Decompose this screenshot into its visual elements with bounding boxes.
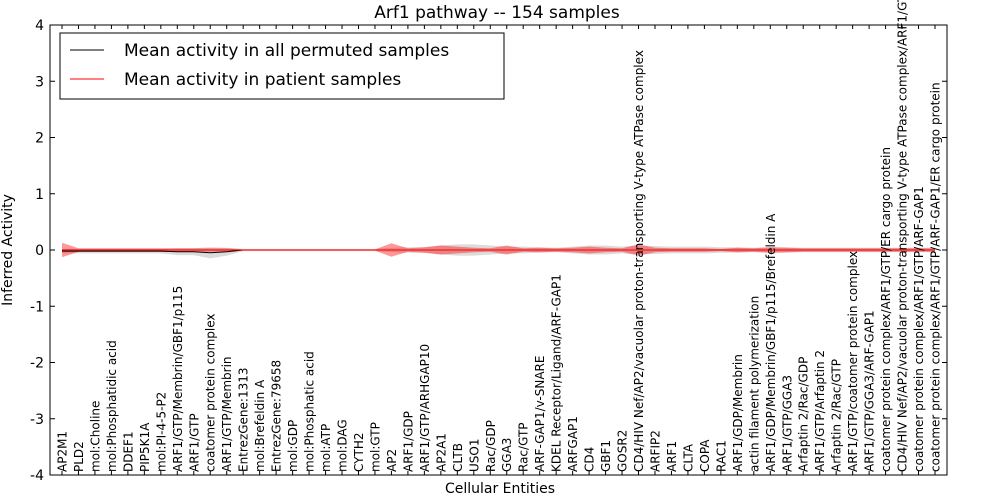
x-tick-label: Rac/GTP — [517, 422, 531, 472]
x-tick-label: GOSR2 — [616, 430, 630, 472]
legend-label-permuted: Mean activity in all permuted samples — [124, 41, 449, 61]
x-tick-label: CLTA — [681, 443, 695, 472]
x-tick-label: mol:Phosphatic acid — [303, 351, 317, 472]
x-tick-label: coatomer protein complex/ARF1/GTP/ARF-GA… — [929, 82, 943, 472]
series-lines — [62, 249, 935, 254]
x-tick-label: coatomer protein complex/ARF1/GTP/ARF-GA… — [912, 186, 926, 472]
x-tick-label: EntrezGene:79658 — [270, 360, 284, 472]
x-tick-label: ARF1/GTP/ARHGAP10 — [418, 344, 432, 472]
x-tick-label: mol:GTP — [368, 422, 382, 472]
x-tick-label: GBF1 — [599, 440, 613, 472]
x-tick-label: Arfaptin 2/Rac/GDP — [797, 357, 811, 472]
x-tick-label: Arfaptin 2/Rac/GTP — [830, 359, 844, 472]
x-tick-label: ARFIP2 — [648, 430, 662, 472]
y-tick-label: -4 — [30, 468, 44, 484]
x-tick-label: GGA3 — [500, 438, 514, 472]
x-tick-label: RAC1 — [714, 440, 728, 472]
y-tick-label: 0 — [35, 243, 44, 259]
legend-box — [59, 32, 505, 100]
x-tick-label: DDEF1 — [121, 431, 135, 472]
y-tick-label: 3 — [35, 74, 44, 90]
x-tick-label: USO1 — [467, 439, 481, 472]
x-tick-label: CD4/HIV Nef/AP2/vacuolar proton-transpor… — [632, 50, 646, 472]
x-tick-label: coatomer protein complex — [204, 314, 218, 472]
y-tick-label: -3 — [30, 412, 44, 428]
x-tick-label: AP2 — [385, 449, 399, 472]
x-tick-label: ARF1/GTP/Arfaptin 2 — [813, 350, 827, 472]
x-tick-label: actin filament polymerization — [747, 296, 761, 472]
band-series-0 — [62, 244, 935, 259]
x-tick-label: mol:DAG — [336, 419, 350, 472]
chart-title: Arf1 pathway -- 154 samples — [374, 3, 620, 23]
y-tick-label: 2 — [35, 131, 44, 147]
x-tick-label: CD4 — [583, 447, 597, 472]
x-tick-label: ARF1/GDP/Membrin/GBF1/p115/Brefeldin A — [764, 213, 778, 472]
x-axis-label: Cellular Entities — [445, 481, 555, 497]
legend: Mean activity in all permuted samples Me… — [59, 32, 505, 100]
x-tick-label: ARF1/GTP/Membrin — [220, 356, 234, 472]
x-tick-label: ARF1/GTP/coatomer protein complex — [846, 251, 860, 472]
y-tick-label: -1 — [30, 299, 44, 315]
x-tick-label: EntrezGene:1313 — [237, 368, 251, 473]
x-tick-label: AP2M1 — [56, 431, 70, 472]
y-tick-label: 1 — [35, 187, 44, 203]
x-tick-label: CYTH2 — [352, 433, 366, 473]
x-tick-label: ARF1/GTP — [187, 413, 201, 472]
x-tick-label: ARF1/GDP/Membrin — [731, 354, 745, 472]
x-tick-label: mol:Choline — [88, 401, 102, 472]
legend-label-patient: Mean activity in patient samples — [124, 70, 401, 90]
x-tick-label: PLD2 — [72, 441, 86, 472]
x-tick-label: PIP5K1A — [138, 422, 152, 472]
x-tick-label: ARF1/GDP — [401, 411, 415, 472]
y-tick-label: 4 — [35, 18, 44, 34]
x-tick-label: ARF1/GTP/Membrin/GBF1/p115 — [171, 286, 185, 472]
x-tick-label: ARFGAP1 — [566, 416, 580, 472]
x-tick-label: mol:Brefeldin A — [253, 379, 267, 472]
confidence-bands — [62, 242, 935, 259]
x-tick-label: ARF1/GTP/GGA3/ARF-GAP1 — [863, 310, 877, 472]
y-tick-label: -2 — [30, 356, 44, 372]
y-axis: -4 -3 -2 -1 0 1 2 3 4 — [30, 18, 947, 484]
x-tick-label: Rac/GDP — [484, 420, 498, 472]
x-tick-label: mol:GDP — [286, 420, 300, 472]
x-tick-label: mol:ATP — [319, 424, 333, 472]
x-tick-label: CLTB — [451, 443, 465, 472]
x-tick-label: ARF-GAP1/v-SNARE — [533, 356, 547, 472]
x-axis: AP2M1 PLD2 mol:Choline mol:Phosphatidic aci… — [56, 0, 943, 475]
x-tick-label: AP2A1 — [434, 433, 448, 472]
x-tick-label: mol:Phosphatidic acid — [105, 340, 119, 472]
x-tick-label: KDEL Receptor/Ligand/ARF-GAP1 — [550, 274, 564, 472]
x-tick-label: ARF1/GTP/GGA3 — [780, 375, 794, 472]
x-tick-label: coatomer protein complex/ARF1/GTP/ER car… — [879, 147, 893, 472]
x-tick-label: ARF1 — [665, 441, 679, 472]
x-tick-label: CD4/HIV Nef/AP2/vacuolar proton-transpor… — [896, 0, 910, 472]
x-tick-label: mol:PI-4-5-P2 — [154, 392, 168, 472]
y-axis-label: Inferred Activity — [0, 194, 16, 306]
x-tick-label: COPA — [698, 439, 712, 472]
